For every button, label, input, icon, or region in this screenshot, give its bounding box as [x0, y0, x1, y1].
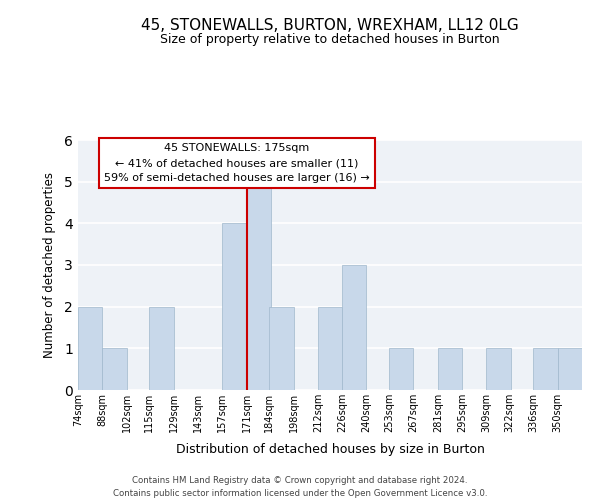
- Bar: [487, 348, 511, 390]
- Bar: [269, 306, 293, 390]
- Text: Contains HM Land Registry data © Crown copyright and database right 2024.
Contai: Contains HM Land Registry data © Crown c…: [113, 476, 487, 498]
- Bar: [389, 348, 413, 390]
- Bar: [149, 306, 173, 390]
- Bar: [438, 348, 462, 390]
- Text: 45, STONEWALLS, BURTON, WREXHAM, LL12 0LG: 45, STONEWALLS, BURTON, WREXHAM, LL12 0L…: [141, 18, 519, 32]
- Bar: [247, 182, 271, 390]
- Text: 45 STONEWALLS: 175sqm
← 41% of detached houses are smaller (11)
59% of semi-deta: 45 STONEWALLS: 175sqm ← 41% of detached …: [104, 143, 370, 184]
- Bar: [557, 348, 582, 390]
- Bar: [103, 348, 127, 390]
- Text: Size of property relative to detached houses in Burton: Size of property relative to detached ho…: [160, 32, 500, 46]
- Y-axis label: Number of detached properties: Number of detached properties: [43, 172, 56, 358]
- Bar: [222, 224, 247, 390]
- X-axis label: Distribution of detached houses by size in Burton: Distribution of detached houses by size …: [176, 444, 484, 456]
- Bar: [533, 348, 557, 390]
- Bar: [78, 306, 103, 390]
- Bar: [342, 265, 367, 390]
- Bar: [318, 306, 342, 390]
